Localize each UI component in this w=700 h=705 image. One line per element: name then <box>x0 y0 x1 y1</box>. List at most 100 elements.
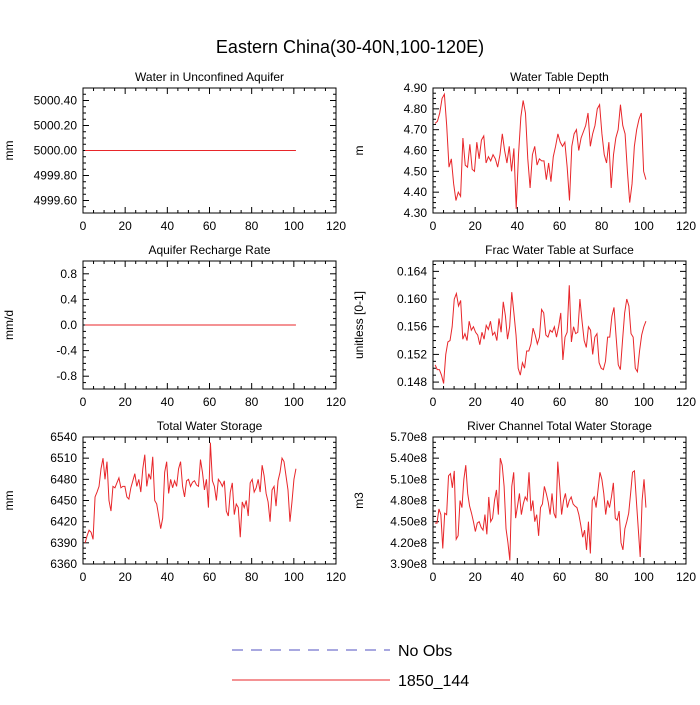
x-tick-label: 20 <box>118 219 132 233</box>
x-tick-label: 20 <box>118 395 132 409</box>
y-tick-label: 6480 <box>50 472 77 486</box>
figure-title: Eastern China(30-40N,100-120E) <box>216 37 484 57</box>
y-tick-label: 4.90 <box>404 81 428 95</box>
y-tick-label: 4.70 <box>404 123 428 137</box>
x-tick-label: 80 <box>245 219 259 233</box>
plot-frame <box>432 260 687 390</box>
chart-panel: Total Water Storage 0 20 40 60 80 100 120 6360 63… <box>2 419 346 584</box>
x-tick-label: 120 <box>676 570 696 584</box>
y-tick-label: 4.30 <box>404 206 428 220</box>
chart-panel: Water Table Depth 0 20 40 60 80 100 120 4.30 4.40… <box>352 70 696 233</box>
plot-frame <box>432 436 687 565</box>
y-tick-label: 6540 <box>50 430 77 444</box>
x-tick-label: 0 <box>80 219 87 233</box>
series-line <box>435 458 647 561</box>
panel-title: River Channel Total Water Storage <box>467 419 652 433</box>
x-tick-label: 120 <box>676 219 696 233</box>
x-tick-label: 40 <box>161 395 175 409</box>
x-tick-label: 60 <box>203 219 217 233</box>
chart-panel: Aquifer Recharge Rate 0 20 40 60 80 100 120 -0.8… <box>2 243 346 409</box>
y-tick-label: 5.40e8 <box>390 451 427 465</box>
plot-frame <box>432 87 687 214</box>
x-tick-label: 60 <box>553 219 567 233</box>
y-axis-label: m <box>352 146 366 156</box>
x-tick-label: 100 <box>634 570 654 584</box>
y-axis-label: mm/d <box>2 310 16 340</box>
y-tick-label: -0.4 <box>56 344 77 358</box>
x-tick-label: 0 <box>430 570 437 584</box>
y-tick-label: 6420 <box>50 515 77 529</box>
y-tick-label: 6390 <box>50 536 77 550</box>
plot-frame <box>82 436 337 565</box>
x-tick-label: 80 <box>595 395 609 409</box>
panel-title: Water in Unconfined Aquifer <box>135 70 284 84</box>
x-tick-label: 100 <box>634 219 654 233</box>
y-tick-label: 4.50 <box>404 164 428 178</box>
series-line <box>84 442 297 543</box>
y-tick-label: 4.20e8 <box>390 536 427 550</box>
panel-title: Frac Water Table at Surface <box>485 243 634 257</box>
x-tick-label: 20 <box>118 570 132 584</box>
panel-title: Aquifer Recharge Rate <box>148 243 270 257</box>
y-tick-label: 4999.80 <box>34 169 78 183</box>
x-tick-label: 40 <box>511 570 525 584</box>
y-tick-label: 6510 <box>50 451 77 465</box>
y-tick-label: 5.70e8 <box>390 430 427 444</box>
legend: No Obs 1850_144 <box>232 643 469 690</box>
x-tick-label: 20 <box>468 395 482 409</box>
chart-panel: Water in Unconfined Aquifer 0 20 40 60 80 100 1… <box>2 70 346 233</box>
x-tick-label: 80 <box>595 570 609 584</box>
x-tick-label: 100 <box>634 395 654 409</box>
legend-label: 1850_144 <box>398 673 469 690</box>
x-tick-label: 100 <box>284 570 304 584</box>
x-tick-label: 0 <box>430 395 437 409</box>
x-tick-label: 40 <box>511 219 525 233</box>
x-tick-label: 0 <box>430 219 437 233</box>
x-tick-label: 60 <box>203 570 217 584</box>
panel-title: Water Table Depth <box>510 70 609 84</box>
y-tick-label: 4.80 <box>404 102 428 116</box>
y-tick-label: 4999.60 <box>34 194 78 208</box>
x-tick-label: 60 <box>553 570 567 584</box>
y-tick-label: 5000.40 <box>34 94 78 108</box>
y-tick-label: 0.164 <box>397 264 427 278</box>
y-tick-label: -0.8 <box>56 369 77 383</box>
y-tick-label: 0.0 <box>60 318 77 332</box>
y-tick-label: 0.4 <box>60 292 77 306</box>
legend-label: No Obs <box>398 643 452 660</box>
x-tick-label: 0 <box>80 395 87 409</box>
y-axis-label: m3 <box>352 492 366 509</box>
y-tick-label: 0.8 <box>60 267 77 281</box>
y-tick-label: 5.10e8 <box>390 472 427 486</box>
y-tick-label: 6450 <box>50 494 77 508</box>
x-tick-label: 80 <box>595 219 609 233</box>
y-tick-label: 5000.20 <box>34 119 78 133</box>
x-tick-label: 120 <box>326 570 346 584</box>
x-tick-label: 100 <box>284 219 304 233</box>
y-tick-label: 5000.00 <box>34 144 78 158</box>
y-tick-label: 4.50e8 <box>390 515 427 529</box>
series-line <box>434 92 647 209</box>
y-tick-label: 4.80e8 <box>390 494 427 508</box>
x-tick-label: 120 <box>326 395 346 409</box>
y-axis-label: mm <box>2 491 16 511</box>
y-tick-label: 0.148 <box>397 375 427 389</box>
chart-panel: Frac Water Table at Surface 0 20 40 60 80 100 1… <box>352 243 696 409</box>
y-tick-label: 0.160 <box>397 292 427 306</box>
series-line <box>434 285 647 384</box>
y-tick-label: 0.156 <box>397 320 427 334</box>
panel-title: Total Water Storage <box>157 419 263 433</box>
y-tick-label: 4.60 <box>404 144 428 158</box>
x-tick-label: 100 <box>284 395 304 409</box>
x-tick-label: 20 <box>468 219 482 233</box>
chart-panel: River Channel Total Water Storage 0 20 40 60… <box>352 419 696 584</box>
x-tick-label: 20 <box>468 570 482 584</box>
x-tick-label: 80 <box>245 570 259 584</box>
chart-panels: Water in Unconfined Aquifer 0 20 40 60 80 100 1… <box>2 70 696 584</box>
x-tick-label: 80 <box>245 395 259 409</box>
x-tick-label: 60 <box>203 395 217 409</box>
x-tick-label: 40 <box>161 570 175 584</box>
y-tick-label: 4.40 <box>404 185 428 199</box>
